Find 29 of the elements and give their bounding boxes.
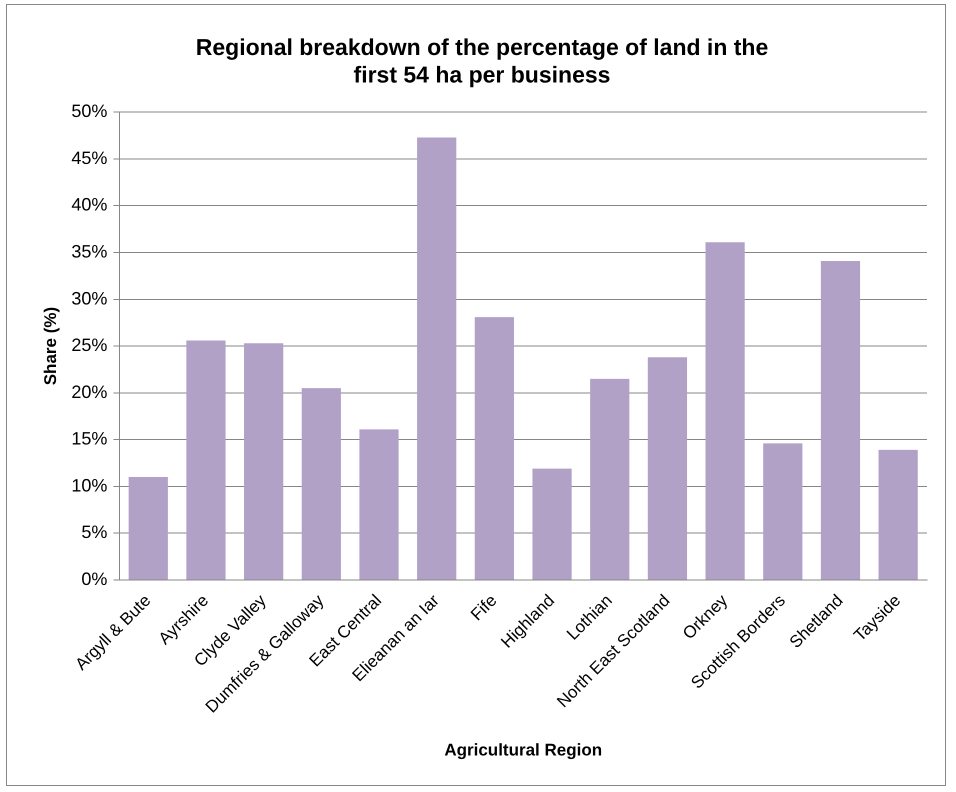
bar xyxy=(474,317,514,580)
x-tick-label: Fife xyxy=(467,590,501,624)
y-tick-label: 40% xyxy=(71,194,108,215)
y-tick-label: 35% xyxy=(71,241,108,262)
chart-title: Regional breakdown of the percentage of land in the first 54 ha per business xyxy=(196,34,768,88)
bar xyxy=(590,378,630,580)
bar xyxy=(417,137,456,580)
y-tick-label: 0% xyxy=(81,568,108,589)
y-tick-label: 5% xyxy=(81,522,108,542)
y-tick-label: 45% xyxy=(71,148,108,168)
y-tick-label: 15% xyxy=(71,428,108,449)
bar xyxy=(705,242,745,580)
bar xyxy=(763,443,802,580)
bar xyxy=(128,477,168,580)
y-axis-title: Share (%) xyxy=(40,306,60,386)
bar xyxy=(302,388,341,580)
y-tick-label: 10% xyxy=(71,475,108,496)
bar xyxy=(820,260,860,580)
bar xyxy=(878,450,918,580)
bar xyxy=(648,357,688,580)
bar xyxy=(244,343,284,580)
y-tick-label: 50% xyxy=(71,101,108,122)
bar xyxy=(532,468,572,580)
x-axis-title: Agricultural Region xyxy=(444,740,602,760)
bar xyxy=(359,429,399,580)
bar xyxy=(186,340,226,580)
y-tick-label: 20% xyxy=(71,382,108,402)
y-tick-label: 25% xyxy=(71,335,108,356)
y-tick-label: 30% xyxy=(71,288,108,308)
